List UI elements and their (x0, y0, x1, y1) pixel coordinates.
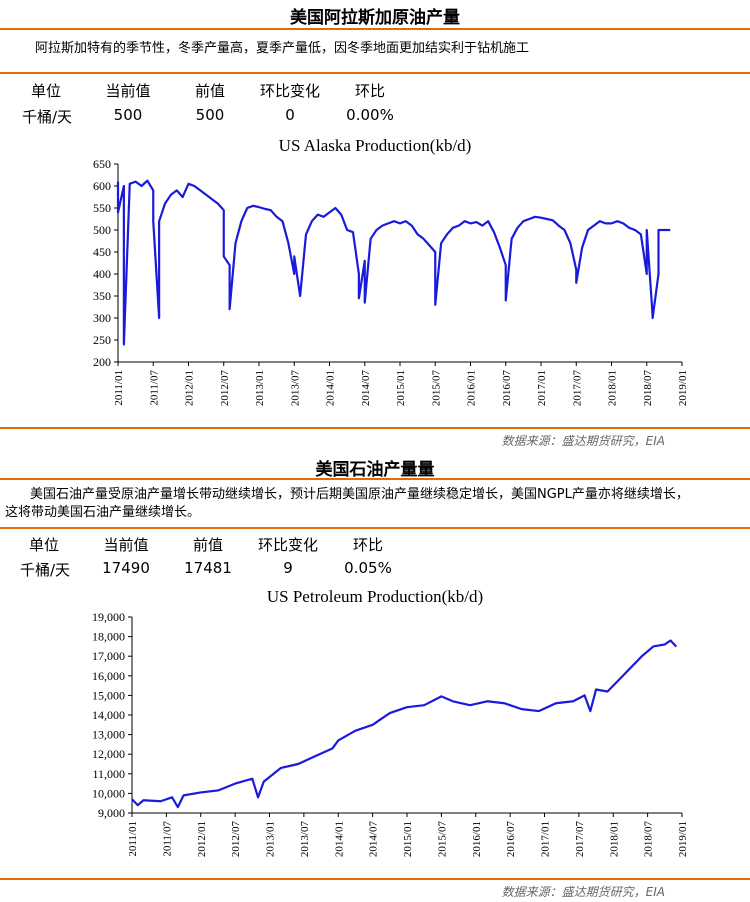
table-header: 环比变化 (259, 82, 320, 100)
series-line (131, 639, 678, 809)
table-cell: 0.05% (344, 559, 392, 577)
y-tick-label: 15,000 (92, 688, 125, 702)
x-tick-label: 2015/07 (436, 821, 448, 858)
table-header: 环比 (352, 536, 383, 554)
y-tick-label: 11,000 (92, 767, 125, 781)
petroleum-production-chart: 9,000 10,000 11,000 12,000 13,000 14,000 15,00… (92, 610, 689, 858)
series-line (116, 179, 671, 346)
alaska-production-chart: 200 250 300 350 400 450 500 550 600 650 2011/01 201… (93, 158, 689, 407)
table-header: 当前值 (103, 536, 149, 554)
x-tick-label: 2018/01 (607, 370, 619, 406)
y-tick-label: 650 (93, 158, 111, 171)
y-tick-label: 9,000 (98, 806, 125, 820)
x-tick-label: 2012/07 (219, 370, 231, 407)
table-cell: 千桶/天 (21, 108, 73, 126)
x-tick-label: 2019/01 (677, 370, 689, 406)
x-tick-label: 2012/07 (230, 821, 242, 858)
y-tick-label: 19,000 (92, 610, 125, 624)
x-tick-label: 2019/01 (677, 821, 689, 857)
section1-table-rule (0, 72, 750, 74)
table-cell: 500 (195, 106, 225, 124)
table-cell: 500 (113, 106, 143, 124)
x-tick-label: 2012/01 (196, 821, 208, 857)
x-tick-label: 2014/07 (368, 821, 380, 858)
table-header: 前值 (194, 82, 225, 100)
x-tick-label: 2014/01 (325, 370, 337, 406)
table-cell: 0.00% (346, 106, 394, 124)
table-header: 当前值 (105, 82, 151, 100)
x-tick-label: 2017/07 (571, 370, 583, 407)
section1-top-rule (0, 28, 750, 30)
section1-source: 数据来源：盛达期货研究，EIA (501, 434, 665, 448)
x-tick-label: 2012/01 (184, 370, 196, 406)
y-tick-label: 350 (93, 289, 111, 303)
table-header: 环比 (354, 82, 385, 100)
section2-bottom-rule (0, 878, 750, 880)
y-tick-label: 500 (93, 223, 111, 237)
x-tick-label: 2015/07 (430, 370, 442, 407)
x-tick-label: 2018/07 (642, 370, 654, 407)
y-tick-label: 13,000 (92, 728, 125, 742)
table-header: 环比变化 (257, 536, 318, 554)
y-tick-label: 250 (93, 333, 111, 347)
section2-table-rule (0, 527, 750, 529)
y-tick-label: 200 (93, 355, 111, 369)
y-tick-label: 16,000 (92, 669, 125, 683)
y-tick-label: 14,000 (92, 708, 125, 722)
x-tick-label: 2018/07 (643, 821, 655, 858)
y-tick-label: 300 (93, 311, 111, 325)
x-tick-label: 2011/01 (127, 821, 139, 857)
table-cell: 9 (283, 559, 293, 577)
x-tick-label: 2011/07 (148, 370, 160, 406)
x-tick-label: 2016/07 (505, 821, 517, 858)
x-tick-label: 2016/01 (466, 370, 478, 406)
x-tick-label: 2011/01 (113, 370, 125, 406)
y-tick-label: 550 (93, 201, 111, 215)
table-cell: 17490 (102, 559, 150, 577)
table-cell: 17481 (184, 559, 232, 577)
section2-source: 数据来源：盛达期货研究，EIA (501, 885, 665, 899)
table-header: 单位 (30, 82, 61, 100)
section1-description: 阿拉斯加特有的季节性，冬季产量高，夏季产量低，因冬季地面更加结实利于钻机施工 (35, 41, 530, 56)
x-tick-label: 2017/01 (536, 370, 548, 406)
y-tick-label: 10,000 (92, 786, 125, 800)
table-cell: 0 (285, 106, 295, 124)
y-tick-label: 400 (93, 267, 111, 281)
section1-title: 美国阿拉斯加原油产量 (290, 8, 460, 28)
chart2-title: US Petroleum Production(kb/d) (266, 587, 484, 606)
x-tick-label: 2016/01 (471, 821, 483, 857)
x-tick-label: 2018/01 (608, 821, 620, 857)
section2-description-line1: 美国石油产量受原油产量增长带动继续增长，预计后期美国原油产量继续稳定增长，美国N… (30, 487, 689, 502)
x-tick-label: 2013/01 (265, 821, 277, 857)
x-tick-label: 2013/07 (289, 370, 301, 407)
y-tick-label: 18,000 (92, 630, 125, 644)
x-tick-label: 2015/01 (402, 821, 414, 857)
y-tick-label: 12,000 (92, 747, 125, 761)
x-tick-label: 2016/07 (501, 370, 513, 407)
x-tick-label: 2014/01 (333, 821, 345, 857)
table-header: 前值 (192, 536, 223, 554)
y-tick-label: 450 (93, 245, 111, 259)
section2-top-rule (0, 478, 750, 480)
table-header: 单位 (28, 536, 59, 554)
x-tick-label: 2014/07 (360, 370, 372, 407)
x-tick-label: 2017/01 (540, 821, 552, 857)
x-tick-label: 2013/07 (299, 821, 311, 858)
x-tick-label: 2013/01 (254, 370, 266, 406)
y-tick-label: 17,000 (92, 649, 125, 663)
x-tick-label: 2011/07 (161, 821, 173, 857)
section1-bottom-rule (0, 427, 750, 429)
section2-description-line2: 这将带动美国石油产量继续增长。 (5, 505, 201, 520)
y-tick-label: 600 (93, 179, 111, 193)
x-tick-label: 2015/01 (395, 370, 407, 406)
table-cell: 千桶/天 (19, 561, 71, 579)
section2-title: 美国石油产量量 (315, 460, 435, 480)
chart1-title: US Alaska Production(kb/d) (278, 136, 472, 155)
x-tick-label: 2017/07 (574, 821, 586, 858)
